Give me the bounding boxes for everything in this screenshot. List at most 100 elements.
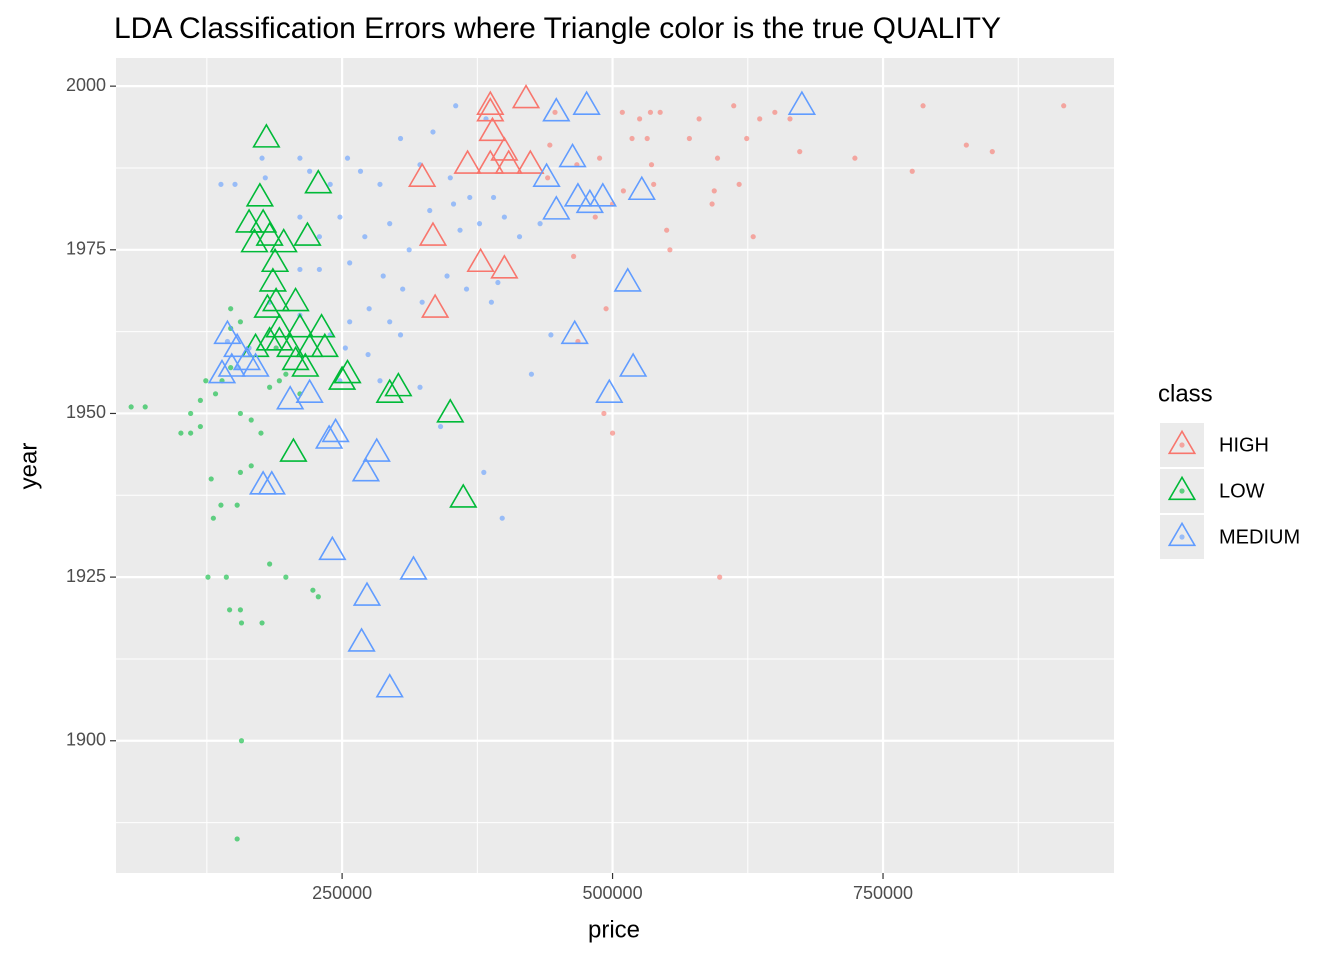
point <box>501 214 507 220</box>
point <box>651 181 657 187</box>
error-triangle <box>478 116 507 142</box>
error-triangle <box>304 169 333 194</box>
error-triangle <box>399 555 428 580</box>
error-triangle <box>588 182 617 207</box>
point <box>744 135 750 142</box>
point <box>316 266 322 273</box>
point <box>467 194 473 201</box>
x-tick-label: 500000 <box>583 883 643 903</box>
point <box>387 319 393 325</box>
point <box>430 129 436 135</box>
error-triangle <box>627 175 656 201</box>
error-triangle <box>291 352 320 377</box>
point <box>347 260 353 266</box>
legend-dot <box>1179 488 1185 494</box>
point <box>267 561 273 567</box>
point <box>731 103 737 109</box>
error-triangle <box>351 457 381 482</box>
point <box>297 266 303 273</box>
point <box>234 836 240 842</box>
point <box>347 319 353 325</box>
point <box>545 175 551 181</box>
point <box>377 181 383 187</box>
point <box>444 273 450 279</box>
point <box>495 279 501 286</box>
point <box>380 273 386 279</box>
error-triangle <box>213 319 242 345</box>
error-triangle <box>352 581 382 606</box>
error-triangle <box>490 254 519 279</box>
error-triangle <box>476 90 505 115</box>
point <box>283 574 289 580</box>
point <box>188 410 194 417</box>
error-triangle <box>575 188 604 214</box>
error-triangle <box>321 417 350 443</box>
point <box>644 135 650 142</box>
error-triangle <box>362 437 391 462</box>
error-triangle <box>241 352 270 377</box>
error-triangle <box>223 332 252 358</box>
point <box>592 214 598 220</box>
point <box>223 574 229 580</box>
point <box>657 109 663 115</box>
error-triangle <box>532 162 561 187</box>
point <box>596 155 603 161</box>
point <box>417 384 423 390</box>
point <box>648 162 655 168</box>
error-triangle <box>449 483 478 508</box>
point <box>490 194 497 201</box>
chart-title: LDA Classification Errors where Triangle… <box>114 12 1001 45</box>
point <box>757 116 763 122</box>
point <box>667 247 673 253</box>
point <box>419 299 425 305</box>
point <box>547 142 553 148</box>
error-triangle <box>418 221 448 246</box>
point <box>463 286 470 292</box>
point <box>406 247 412 253</box>
error-triangle <box>248 470 278 495</box>
legend-triangle <box>1167 429 1197 455</box>
point <box>750 234 756 240</box>
x-axis-title: price <box>588 916 640 943</box>
point <box>447 175 453 181</box>
point <box>450 201 457 207</box>
point <box>248 463 254 469</box>
y-tick-label: 1925 <box>66 566 106 586</box>
point <box>297 155 303 161</box>
error-triangle <box>572 90 601 115</box>
point <box>427 207 433 214</box>
point <box>232 181 238 187</box>
error-triangle <box>252 123 281 148</box>
point <box>259 155 265 161</box>
point <box>218 181 224 187</box>
error-triangle <box>258 267 288 292</box>
error-triangle <box>558 142 587 168</box>
point <box>283 371 289 377</box>
point <box>258 430 264 436</box>
point <box>909 168 915 174</box>
point <box>711 188 717 194</box>
y-tick-label: 2000 <box>66 75 106 95</box>
error-triangle <box>255 221 284 246</box>
point <box>259 620 265 626</box>
error-triangle <box>466 247 495 273</box>
y-tick-label: 1975 <box>66 239 106 259</box>
point <box>1061 103 1067 109</box>
point <box>297 214 303 220</box>
error-triangle <box>295 378 324 403</box>
point <box>237 410 244 417</box>
error-triangle <box>293 221 322 246</box>
point <box>316 234 322 240</box>
point <box>571 253 577 259</box>
point <box>457 227 463 233</box>
point <box>238 738 245 744</box>
point <box>629 135 635 142</box>
legend-triangle <box>1167 475 1197 501</box>
error-triangle <box>295 332 324 358</box>
error-triangle <box>245 182 275 207</box>
error-triangle <box>234 208 264 233</box>
error-triangle <box>265 326 294 351</box>
error-triangle <box>563 182 593 207</box>
point <box>387 221 393 227</box>
